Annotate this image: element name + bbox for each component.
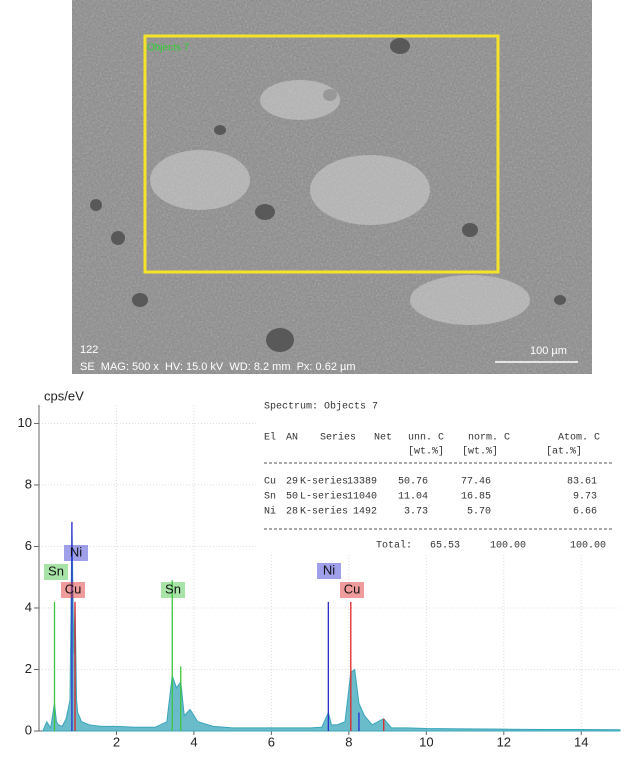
- table-cell: K-series: [300, 476, 348, 488]
- x-tick-label: 6: [268, 734, 275, 749]
- table-cell: Sn: [264, 492, 276, 503]
- table-cell: 5.70: [467, 507, 491, 518]
- table-cell: 83.61: [567, 477, 597, 488]
- table-cell: [at.%]: [546, 446, 582, 458]
- x-tick-label: 14: [574, 734, 588, 749]
- table-cell: 65.53: [430, 541, 460, 552]
- y-tick-label: 2: [25, 661, 32, 676]
- table-cell: 29: [286, 477, 298, 488]
- table-cell: Cu: [264, 477, 276, 488]
- table-cell: Ni: [264, 506, 276, 518]
- table-cell: 3.73: [404, 507, 428, 518]
- peak-label: Ni: [323, 562, 335, 577]
- peak-label: Sn: [48, 563, 64, 578]
- x-tick-label: 10: [419, 734, 433, 749]
- x-tick-label: 12: [497, 734, 511, 749]
- table-cell: unn. C: [408, 433, 444, 444]
- region-label: Objects 7: [147, 43, 190, 54]
- table-cell: 11.04: [398, 492, 428, 503]
- y-tick-label: 10: [18, 415, 32, 430]
- table-cell: El: [264, 432, 276, 444]
- table-cell: 100.00: [490, 541, 526, 552]
- spectrum-area: [43, 525, 620, 731]
- table-cell: 11040: [347, 492, 377, 503]
- y-tick-label: 6: [25, 538, 32, 553]
- table-cell: 6.66: [573, 507, 597, 518]
- table-cell: 100.00: [570, 541, 606, 552]
- peak-label: Ni: [70, 544, 82, 559]
- table-cell: 13389: [347, 477, 377, 488]
- table-cell: norm. C: [468, 433, 510, 444]
- y-tick-label: 0: [25, 722, 32, 737]
- y-tick-label: 4: [25, 599, 32, 614]
- frame-number: 122: [80, 344, 98, 356]
- peak-label: Cu: [344, 581, 361, 596]
- page: Objects 7 122 SE MAG: 500 x HV: 15.0 kV …: [0, 0, 627, 754]
- result-table: Spectrum: Objects 7 El AN Series Net unn. C no…: [258, 392, 622, 555]
- table-cell: Atom. C: [558, 433, 600, 444]
- sem-image: Objects 7 122 SE MAG: 500 x HV: 15.0 kV …: [72, 0, 592, 374]
- table-cell: [wt.%]: [462, 446, 498, 458]
- table-cell: L-series: [300, 491, 348, 503]
- peak-label: Sn: [165, 581, 181, 596]
- table-cell: K-series: [300, 506, 348, 518]
- y-tick-label: 8: [25, 476, 32, 491]
- x-tick-label: 4: [190, 734, 197, 749]
- table-cell: AN: [286, 433, 298, 444]
- scale-bar-label: 100 µm: [530, 345, 567, 357]
- table-cell: 1492: [353, 507, 377, 518]
- table-cell: 28: [286, 507, 298, 518]
- x-tick-label: 8: [345, 734, 352, 749]
- table-cell: 16.85: [461, 492, 491, 503]
- table-cell: Total:: [376, 540, 412, 552]
- table-cell: [wt.%]: [408, 446, 444, 458]
- table-cell: Series: [320, 432, 356, 444]
- table-cell: 50: [286, 492, 298, 503]
- table-cell: 50.76: [398, 477, 428, 488]
- peak-label: Cu: [65, 581, 82, 596]
- table-cell: 9.73: [573, 492, 597, 503]
- table-cell: 77.46: [461, 477, 491, 488]
- x-tick-label: 2: [113, 734, 120, 749]
- y-axis-label: cps/eV: [44, 388, 84, 403]
- table-cell: Spectrum: Objects 7: [264, 401, 378, 413]
- image-info: SE MAG: 500 x HV: 15.0 kV WD: 8.2 mm Px:…: [80, 361, 356, 373]
- table-cell: Net: [374, 433, 392, 444]
